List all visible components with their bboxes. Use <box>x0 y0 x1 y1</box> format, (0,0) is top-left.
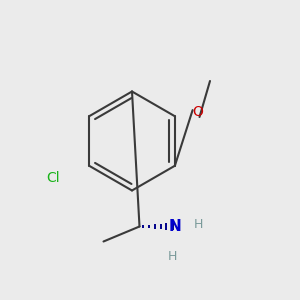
Text: O: O <box>193 105 203 118</box>
Text: N: N <box>169 219 182 234</box>
Text: Cl: Cl <box>46 171 59 184</box>
Text: H: H <box>168 250 177 263</box>
Text: H: H <box>193 218 203 232</box>
